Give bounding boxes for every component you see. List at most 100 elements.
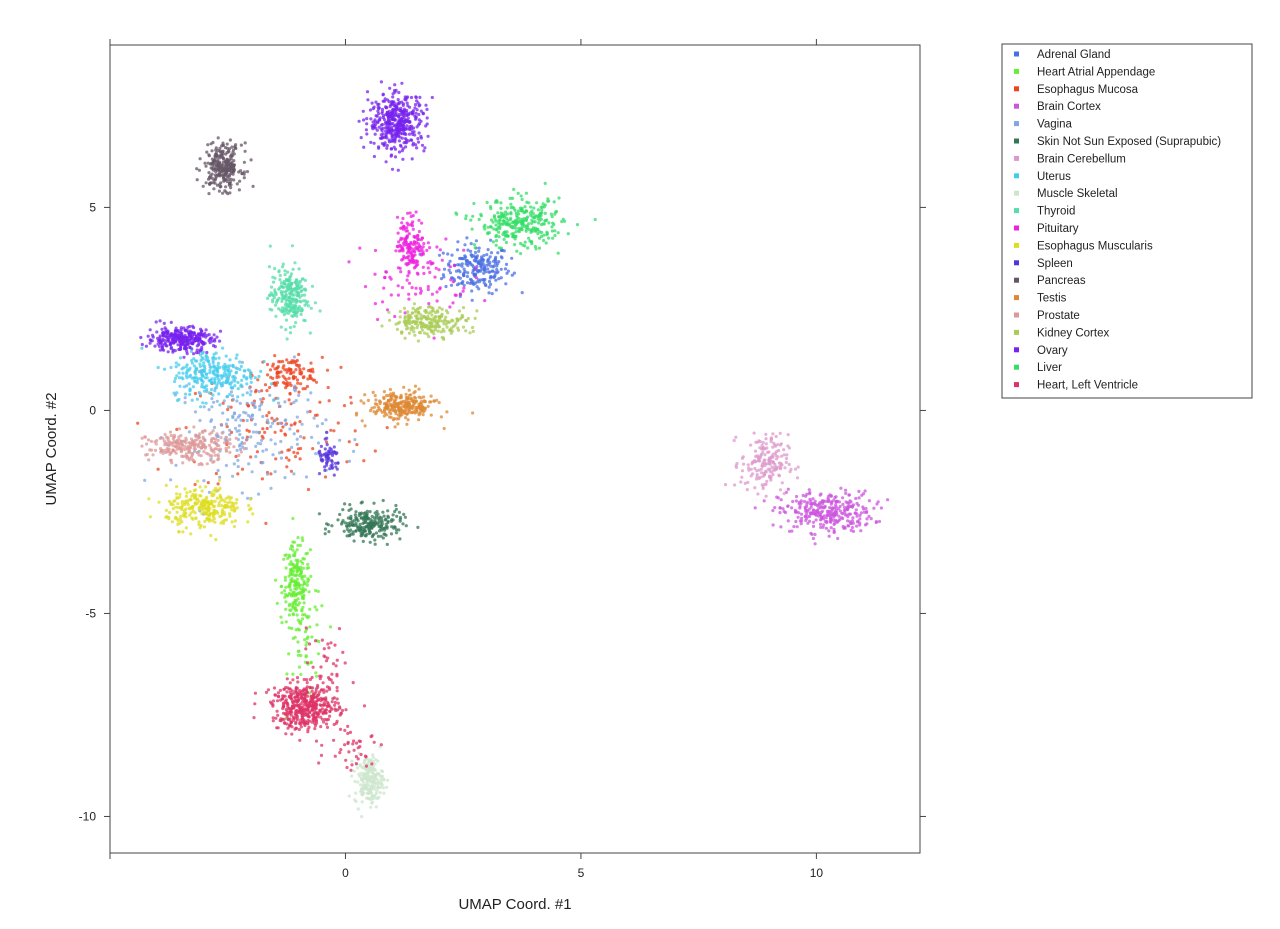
data-point <box>376 109 380 113</box>
data-point <box>841 502 845 506</box>
data-point <box>437 325 441 329</box>
data-point <box>797 511 801 515</box>
data-point <box>273 267 277 271</box>
data-point <box>295 548 299 552</box>
data-point <box>494 223 498 227</box>
data-point <box>251 417 255 421</box>
data-point <box>250 401 254 405</box>
data-point <box>237 453 241 457</box>
data-point <box>268 385 272 390</box>
data-point <box>437 306 442 310</box>
data-point <box>167 499 172 503</box>
data-point <box>413 384 418 388</box>
data-point <box>359 771 364 775</box>
data-point <box>830 512 834 517</box>
data-point <box>844 488 848 492</box>
data-point <box>471 214 475 218</box>
data-point <box>368 765 373 770</box>
data-point <box>494 278 498 282</box>
data-point <box>249 497 253 501</box>
data-point <box>753 466 757 471</box>
data-point <box>294 301 298 305</box>
data-point <box>416 272 420 276</box>
data-point <box>442 337 446 341</box>
data-point <box>297 583 301 587</box>
data-point <box>284 620 288 624</box>
data-point <box>382 414 386 418</box>
data-point <box>289 578 293 582</box>
data-point <box>201 350 205 354</box>
data-point <box>235 182 239 186</box>
data-point <box>511 226 515 230</box>
data-point <box>202 450 206 454</box>
data-point <box>495 200 499 204</box>
data-point <box>386 778 390 782</box>
data-point <box>799 501 803 505</box>
data-point <box>543 203 547 207</box>
data-point <box>297 365 301 369</box>
data-point <box>740 469 745 473</box>
data-point <box>390 167 395 171</box>
data-point <box>417 218 421 222</box>
data-point <box>417 387 421 391</box>
data-point <box>217 356 221 360</box>
data-point <box>187 430 191 434</box>
data-point <box>355 766 360 770</box>
data-point <box>761 440 765 445</box>
data-point <box>426 266 430 270</box>
data-point <box>391 418 395 422</box>
data-point <box>146 438 151 442</box>
data-point <box>320 355 324 359</box>
data-point <box>849 521 853 525</box>
data-point <box>422 400 426 404</box>
data-point <box>288 427 292 431</box>
data-point <box>215 153 219 158</box>
data-point <box>430 324 434 328</box>
data-point <box>347 459 352 463</box>
data-point <box>556 251 560 255</box>
data-point <box>384 160 388 164</box>
data-point <box>316 441 321 445</box>
data-point <box>190 398 194 402</box>
data-point <box>208 371 212 375</box>
data-point <box>402 405 406 409</box>
data-point <box>845 513 849 517</box>
data-point <box>764 432 768 436</box>
data-point <box>838 504 842 509</box>
data-point <box>771 452 775 456</box>
data-point <box>283 423 288 427</box>
data-point <box>400 100 404 104</box>
data-point <box>501 232 505 237</box>
data-point <box>534 247 538 251</box>
data-point <box>794 510 798 514</box>
data-point <box>324 418 328 422</box>
data-point <box>299 622 303 626</box>
data-point <box>382 117 386 122</box>
data-point <box>281 425 285 429</box>
data-point <box>462 286 466 290</box>
data-point <box>851 516 855 520</box>
data-point <box>199 339 203 343</box>
data-point <box>162 321 166 325</box>
data-point <box>464 262 468 266</box>
data-point <box>383 532 387 536</box>
data-point <box>413 103 418 107</box>
data-point <box>219 154 223 158</box>
data-point <box>206 505 211 509</box>
data-point <box>386 119 390 124</box>
data-point <box>213 181 217 185</box>
data-point <box>394 503 398 508</box>
data-point <box>406 255 410 259</box>
data-point <box>444 284 448 289</box>
data-point <box>397 112 401 116</box>
data-point <box>418 321 422 325</box>
data-point <box>282 285 286 289</box>
data-point <box>314 380 319 384</box>
data-point <box>834 518 838 522</box>
data-point <box>460 281 464 285</box>
data-point <box>271 453 275 457</box>
data-point <box>445 410 449 414</box>
data-point <box>822 523 826 527</box>
data-point <box>214 351 218 355</box>
data-point <box>361 521 365 526</box>
